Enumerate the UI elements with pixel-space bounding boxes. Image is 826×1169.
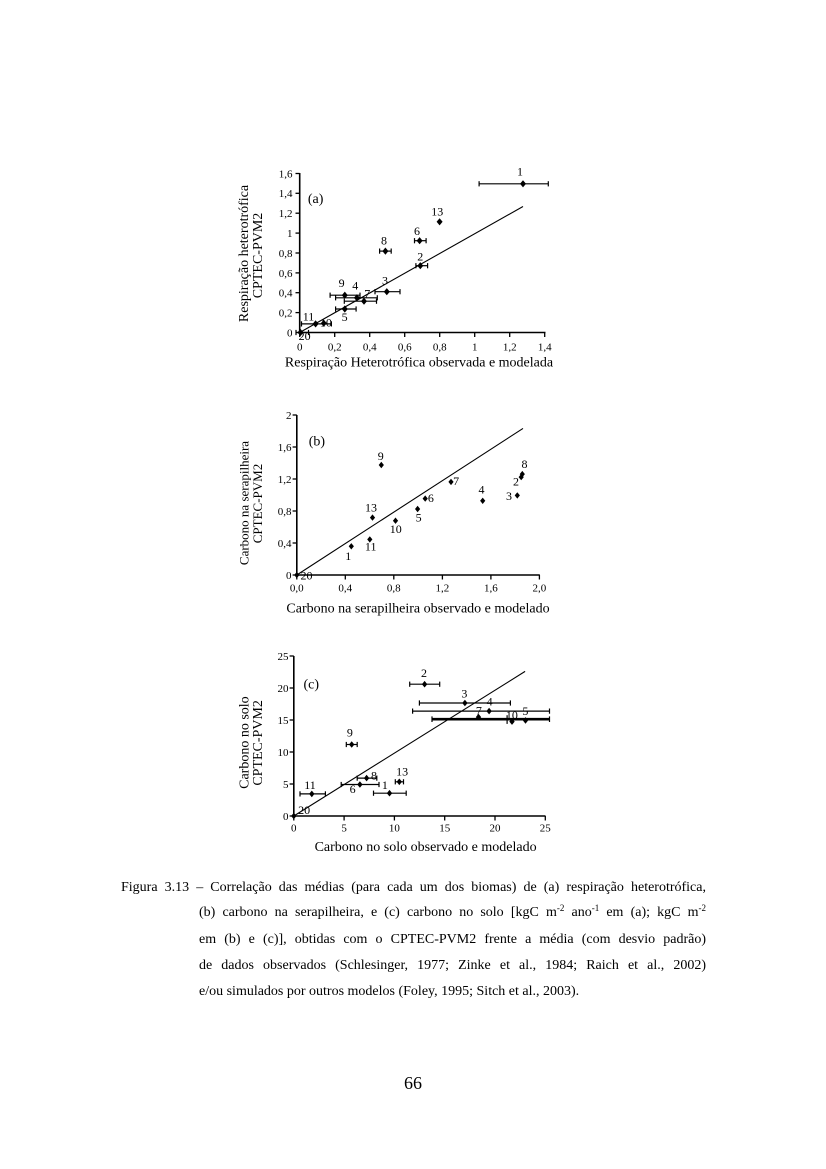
svg-text:15: 15	[439, 823, 451, 835]
svg-text:(a): (a)	[308, 192, 324, 207]
svg-text:15: 15	[278, 715, 290, 727]
svg-text:0,4: 0,4	[278, 538, 292, 550]
svg-text:0,4: 0,4	[363, 342, 377, 354]
svg-text:7: 7	[476, 704, 482, 718]
svg-text:0: 0	[291, 823, 297, 835]
svg-text:2: 2	[513, 475, 519, 489]
svg-text:(b): (b)	[309, 435, 326, 450]
svg-text:0,0: 0,0	[290, 583, 304, 595]
svg-text:4: 4	[487, 694, 493, 708]
svg-text:5: 5	[416, 510, 422, 524]
svg-text:10: 10	[278, 747, 290, 759]
svg-text:0: 0	[286, 570, 292, 582]
svg-text:3: 3	[506, 489, 512, 503]
svg-text:6: 6	[428, 491, 434, 505]
svg-text:Carbono na serapilheira observ: Carbono na serapilheira observado e mode…	[286, 602, 549, 617]
svg-text:9: 9	[378, 449, 384, 463]
svg-text:1: 1	[472, 342, 478, 354]
svg-text:1: 1	[517, 165, 523, 179]
svg-text:(c): (c)	[304, 678, 320, 693]
svg-text:25: 25	[278, 651, 290, 663]
svg-text:0,8: 0,8	[278, 506, 292, 518]
svg-text:13: 13	[365, 501, 377, 515]
svg-text:0,4: 0,4	[338, 583, 352, 595]
svg-text:20: 20	[298, 803, 310, 817]
svg-text:0,8: 0,8	[387, 583, 401, 595]
svg-text:0: 0	[297, 342, 303, 354]
svg-text:Carbono na serapilheira: Carbono na serapilheira	[237, 441, 252, 565]
svg-text:8: 8	[371, 769, 377, 783]
svg-text:7: 7	[453, 474, 459, 488]
svg-text:0,4: 0,4	[279, 288, 293, 300]
svg-text:20: 20	[299, 329, 311, 343]
svg-text:13: 13	[431, 204, 443, 218]
svg-text:10: 10	[389, 823, 401, 835]
svg-text:2: 2	[421, 666, 427, 680]
svg-text:0,8: 0,8	[433, 342, 447, 354]
svg-text:20: 20	[301, 569, 313, 583]
svg-text:1: 1	[345, 549, 351, 563]
svg-text:8: 8	[381, 233, 387, 247]
svg-text:5: 5	[283, 779, 289, 791]
svg-text:20: 20	[490, 823, 502, 835]
svg-text:25: 25	[540, 823, 552, 835]
svg-text:3: 3	[461, 687, 467, 701]
svg-text:2,0: 2,0	[533, 583, 547, 595]
svg-text:5: 5	[341, 823, 347, 835]
svg-text:4: 4	[352, 279, 358, 293]
svg-text:CPTEC-PVM2: CPTEC-PVM2	[250, 464, 265, 543]
svg-text:1,2: 1,2	[503, 342, 517, 354]
svg-text:1,6: 1,6	[278, 442, 292, 454]
svg-text:6: 6	[350, 782, 356, 796]
svg-text:1,6: 1,6	[484, 583, 498, 595]
svg-text:Carbono no solo: Carbono no solo	[238, 696, 253, 789]
svg-text:CPTEC-PVM2: CPTEC-PVM2	[251, 213, 266, 299]
svg-text:0,6: 0,6	[398, 342, 412, 354]
svg-text:1,4: 1,4	[538, 342, 552, 354]
svg-text:5: 5	[522, 704, 528, 718]
svg-text:20: 20	[278, 683, 290, 695]
svg-text:9: 9	[347, 726, 353, 740]
svg-text:10: 10	[506, 708, 518, 722]
svg-text:Respiração Heterotrófica obser: Respiração Heterotrófica observada e mod…	[285, 355, 554, 370]
svg-text:1,2: 1,2	[436, 583, 450, 595]
svg-text:4: 4	[479, 483, 485, 497]
svg-text:13: 13	[396, 764, 408, 778]
svg-text:1,2: 1,2	[279, 208, 293, 220]
svg-text:9: 9	[339, 276, 345, 290]
svg-text:Carbono no solo observado e mo: Carbono no solo observado e modelado	[315, 840, 537, 855]
svg-text:3: 3	[382, 273, 388, 287]
svg-text:1: 1	[382, 778, 388, 792]
svg-text:Respiração heterotrófica: Respiração heterotrófica	[237, 184, 252, 322]
svg-text:1: 1	[287, 228, 293, 240]
svg-text:11: 11	[304, 778, 316, 792]
svg-text:6: 6	[414, 224, 420, 238]
svg-text:7: 7	[364, 287, 370, 301]
svg-text:0,2: 0,2	[279, 308, 293, 320]
svg-text:CPTEC-PVM2: CPTEC-PVM2	[251, 700, 266, 786]
svg-text:5: 5	[342, 310, 348, 324]
svg-text:0: 0	[283, 811, 289, 823]
svg-text:10: 10	[390, 522, 402, 536]
svg-text:2: 2	[286, 410, 292, 422]
svg-text:0,6: 0,6	[279, 268, 293, 280]
svg-text:2: 2	[417, 249, 423, 263]
svg-text:10: 10	[320, 316, 332, 330]
svg-text:11: 11	[303, 309, 315, 323]
svg-text:8: 8	[522, 457, 528, 471]
svg-text:0,8: 0,8	[279, 248, 293, 260]
svg-text:0,2: 0,2	[328, 342, 342, 354]
svg-text:1,6: 1,6	[279, 168, 293, 180]
svg-text:11: 11	[365, 540, 377, 554]
svg-text:1,2: 1,2	[278, 474, 292, 486]
svg-text:0: 0	[287, 327, 293, 339]
svg-text:1,4: 1,4	[279, 188, 293, 200]
